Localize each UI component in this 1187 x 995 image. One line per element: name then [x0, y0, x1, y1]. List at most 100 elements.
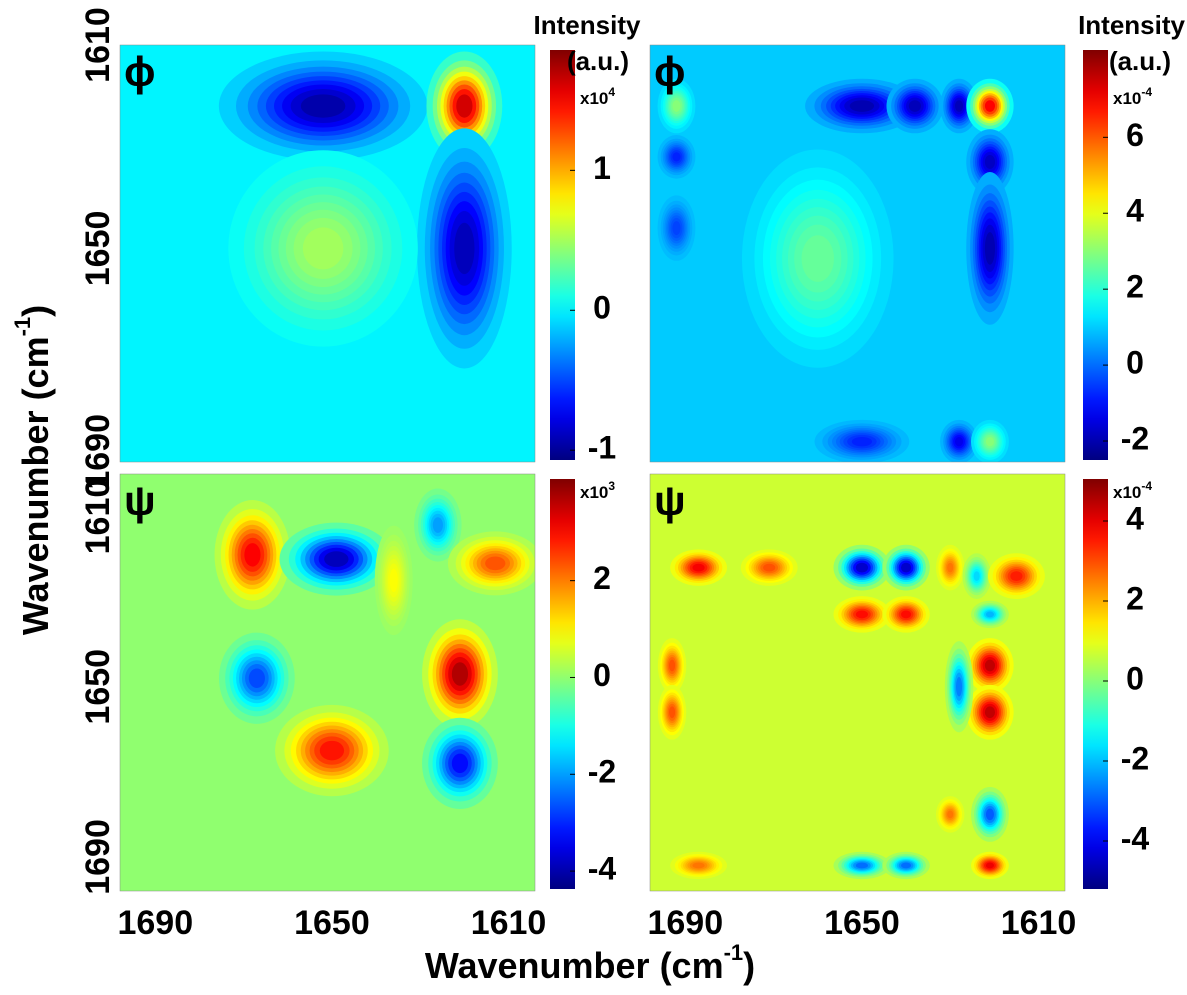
peak	[218, 51, 428, 161]
peak	[657, 78, 696, 134]
peak	[657, 638, 687, 693]
contour-plot	[650, 45, 1065, 462]
y-tick-label: 1650	[79, 649, 117, 725]
panel-label: ϕ	[124, 48, 155, 95]
colorbar-scale-exp: -4	[1141, 479, 1152, 493]
contour-ring	[851, 436, 873, 447]
peak	[833, 544, 891, 591]
contour-ring	[947, 810, 954, 819]
contour-ring	[692, 563, 705, 572]
peak	[966, 684, 1014, 740]
peak	[970, 787, 1009, 842]
colorbar-scale-base: x10	[1113, 89, 1141, 108]
peak	[882, 851, 930, 880]
contour-ring	[692, 862, 705, 869]
y-label-sup: -1	[10, 317, 35, 337]
colorbar-tick-label: 0	[593, 290, 611, 326]
peak	[657, 684, 687, 740]
peak	[422, 619, 498, 729]
colorbar-tick-label: 0	[593, 657, 611, 693]
peak	[814, 419, 910, 462]
colorbar-tick-label: 1	[593, 150, 611, 186]
contour-ring	[324, 551, 349, 567]
contour-ring	[900, 562, 912, 573]
peak	[966, 638, 1014, 693]
contour-ring	[1010, 571, 1023, 582]
colorbar-scale-base: x10	[580, 89, 608, 108]
contour-ring	[485, 556, 506, 571]
colorbar-tick-label: -1	[588, 430, 616, 466]
contour-ring	[855, 610, 868, 619]
peak	[966, 129, 1014, 195]
y-tick-label: 1610	[79, 7, 117, 83]
y-tick-label: 1690	[79, 414, 117, 490]
y-tick-label: 1610	[79, 479, 117, 555]
plot-frame	[649, 44, 1066, 463]
contour-ring	[248, 668, 265, 689]
contour-ring	[985, 808, 995, 821]
peak	[936, 796, 965, 833]
contour-ring	[801, 235, 834, 282]
colorbar-unit: (a.u.)	[1109, 46, 1171, 76]
contour-ring	[984, 154, 996, 169]
peak	[670, 549, 727, 586]
peak	[970, 851, 1009, 880]
x-label-end: )	[743, 945, 755, 986]
x-tick-label: 1610	[471, 904, 547, 942]
peak	[741, 149, 894, 368]
contour-ring	[947, 562, 954, 573]
colorbar-scale-base: x10	[1113, 483, 1141, 502]
peak	[962, 553, 991, 599]
peak	[657, 135, 696, 179]
peak	[414, 488, 462, 562]
contour-ring	[456, 94, 473, 118]
colorbar-tick-label: 0	[1126, 345, 1144, 381]
peak	[218, 632, 295, 724]
contour-ring	[669, 659, 676, 672]
colorbar-tick-label: 2	[1126, 269, 1144, 305]
x-tick-label: 1690	[117, 904, 193, 942]
y-label-text: Wavenumber (cm	[15, 336, 56, 635]
contour-plot	[120, 474, 535, 891]
colorbar-tick-label: -2	[1121, 740, 1149, 776]
colorbar-scale-exp: 3	[608, 479, 615, 493]
contour-ring	[451, 753, 469, 774]
colorbar	[1083, 479, 1108, 889]
colorbar-scale: x10-4	[1113, 85, 1152, 108]
colorbar-tick-label: 2	[1126, 580, 1144, 616]
colorbar-tick-label: -2	[1121, 420, 1149, 456]
plot-frame	[119, 44, 536, 463]
peak	[882, 596, 930, 633]
panel-label: ϕ	[654, 48, 685, 95]
plot-frame	[649, 473, 1066, 892]
contour-ring	[855, 862, 868, 869]
peak	[447, 531, 535, 596]
colorbar-title: Intensity	[534, 10, 641, 40]
peak	[833, 851, 891, 880]
colorbar-unit: (a.u.)	[567, 46, 629, 76]
x-axis-label: Wavenumber (cm-1)	[425, 940, 755, 986]
colorbar-scale-exp: 4	[608, 85, 615, 99]
panel-label: ψ	[124, 477, 156, 524]
colorbar-tick-label: 6	[1126, 117, 1144, 153]
peak	[214, 500, 291, 610]
colorbar-tick-label: -4	[588, 851, 617, 887]
contour-ring	[451, 662, 469, 686]
colorbar-scale: x104	[580, 85, 615, 108]
colorbar-scale-base: x10	[580, 483, 608, 502]
colorbar-tick-label: -4	[1121, 820, 1150, 856]
contour-ring	[454, 222, 475, 275]
colorbar-title: Intensity	[1078, 10, 1185, 40]
contour-ring	[985, 862, 995, 869]
contour-ring	[984, 659, 996, 672]
peak	[422, 717, 498, 810]
peak	[886, 78, 944, 134]
colorbar-scale: x10-4	[1113, 479, 1152, 502]
contour-ring	[672, 152, 681, 162]
contour-ring	[319, 740, 345, 761]
peak	[670, 851, 727, 880]
colorbar-tick-label: 4	[1126, 500, 1144, 536]
y-axis-label: Wavenumber (cm-1)	[10, 305, 56, 635]
contour-plot	[650, 474, 1065, 891]
contour-ring	[672, 100, 681, 112]
